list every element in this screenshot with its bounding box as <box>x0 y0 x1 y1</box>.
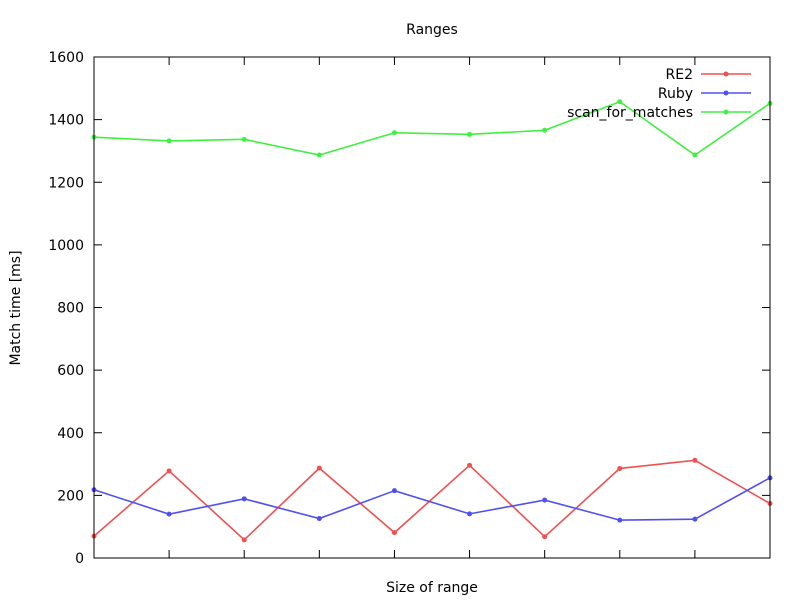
data-point-re2 <box>692 457 698 463</box>
series-layer <box>91 99 773 543</box>
plot-frame <box>93 56 771 559</box>
data-point-scan-for-matches <box>467 131 473 137</box>
legend-marker-scan-for-matches <box>723 109 729 115</box>
legend-label-re2: RE2 <box>666 67 693 83</box>
series-line-re2 <box>93 459 771 541</box>
data-point-scan-for-matches <box>617 99 623 105</box>
data-point-ruby <box>241 496 247 502</box>
legend-label-ruby: Ruby <box>658 86 693 102</box>
data-point-scan-for-matches <box>316 152 322 158</box>
y-tick-label: 1400 <box>48 113 84 129</box>
series-line-ruby <box>93 477 771 521</box>
chart-title: Ranges <box>406 22 458 38</box>
data-point-ruby <box>467 511 473 517</box>
y-tick-label: 1200 <box>48 175 84 191</box>
data-point-scan-for-matches <box>692 152 698 158</box>
y-tick-label: 200 <box>57 488 84 504</box>
y-tick-label: 0 <box>75 551 84 567</box>
series-line-scan-for-matches <box>93 100 771 156</box>
data-point-scan-for-matches <box>166 138 172 144</box>
data-point-ruby <box>542 497 548 503</box>
legend: RE2 Ruby scan_for_matches <box>567 67 751 121</box>
data-point-re2 <box>542 534 548 540</box>
legend-marker-re2 <box>723 71 729 77</box>
data-point-scan-for-matches <box>391 130 397 136</box>
data-point-re2 <box>467 462 473 468</box>
data-point-re2 <box>316 465 322 471</box>
y-tick-label: 1000 <box>48 238 84 254</box>
data-point-re2 <box>166 468 172 474</box>
data-point-ruby <box>316 516 322 522</box>
data-point-re2 <box>617 465 623 471</box>
y-axis-label: Match time [ms] <box>8 250 24 365</box>
data-point-re2 <box>241 537 247 543</box>
y-tick-label: 800 <box>57 301 84 317</box>
data-point-scan-for-matches <box>241 136 247 142</box>
legend-marker-ruby <box>723 90 729 96</box>
data-point-ruby <box>692 516 698 522</box>
axis-ticks: 0 200 400 600 800 1000 1200 1400 1600 <box>48 50 771 567</box>
x-axis-label: Size of range <box>386 580 478 596</box>
legend-label-scan-for-matches: scan_for_matches <box>567 105 693 121</box>
y-tick-label: 600 <box>57 363 84 379</box>
y-tick-label: 400 <box>57 426 84 442</box>
data-point-ruby <box>391 488 397 494</box>
data-point-ruby <box>617 517 623 523</box>
data-point-scan-for-matches <box>542 127 548 133</box>
y-tick-label: 1600 <box>48 50 84 66</box>
data-point-re2 <box>391 530 397 536</box>
data-point-ruby <box>166 511 172 517</box>
